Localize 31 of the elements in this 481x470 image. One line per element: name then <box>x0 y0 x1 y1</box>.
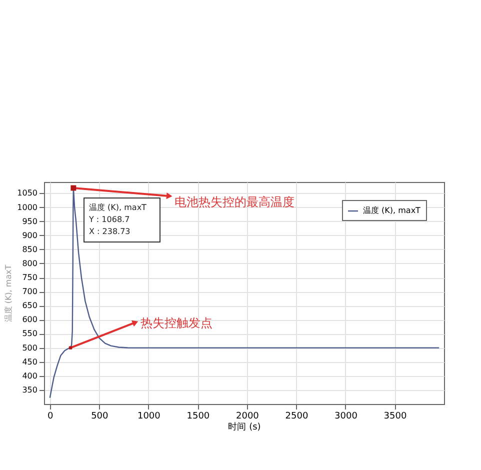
y-tick-label: 1050 <box>17 188 38 198</box>
y-tick-label: 850 <box>22 244 38 254</box>
x-tick-label: 1000 <box>137 412 161 422</box>
annotation: 热失控触发点 <box>140 316 212 330</box>
y-tick-label: 800 <box>22 258 38 268</box>
x-tick-label: 2500 <box>285 412 308 422</box>
x-tick-label: 3000 <box>334 412 358 422</box>
y-tick-label: 750 <box>22 273 38 282</box>
y-tick-label: 450 <box>22 357 38 366</box>
y-tick-label: 900 <box>22 230 38 240</box>
x-tick-label: 3500 <box>384 412 407 422</box>
y-tick-label: 500 <box>22 343 38 352</box>
y-tick-label: 950 <box>22 216 38 226</box>
y-tick-label: 600 <box>22 315 38 324</box>
x-tick-label: 1500 <box>186 412 210 422</box>
annotation: Y : 1068.7 <box>88 215 130 224</box>
y-axis-title: 温度 (K), maxT <box>4 264 14 322</box>
y-tick-label: 550 <box>22 329 38 338</box>
y-tick-label: 350 <box>22 385 38 394</box>
x-tick-label: 0 <box>48 412 54 422</box>
y-tick-label: 700 <box>22 287 38 296</box>
x-tick-label: 500 <box>91 412 109 422</box>
legend-label: 温度 (K), maxT <box>363 206 421 215</box>
annotation: X : 238.73 <box>89 227 130 236</box>
annotation: 温度 (K), maxT <box>89 203 147 212</box>
x-axis-title: 时间 (s) <box>228 422 261 432</box>
y-tick-label: 400 <box>22 371 38 380</box>
y-tick-label: 1000 <box>17 202 38 212</box>
annotation: 电池热失控的最高温度 <box>174 194 294 209</box>
y-tick-label: 650 <box>22 301 38 310</box>
x-tick-label: 2000 <box>236 412 260 422</box>
